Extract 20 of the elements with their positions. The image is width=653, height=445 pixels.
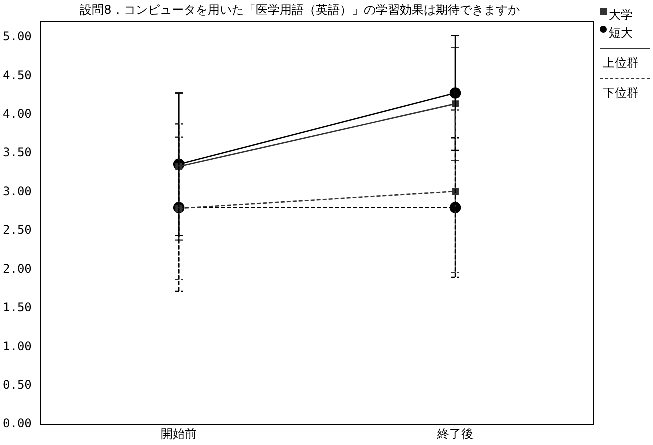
y-tick-label: 1.50 <box>2 300 32 315</box>
y-tick-label: 4.00 <box>2 107 32 122</box>
x-tick-label: 終了後 <box>436 426 474 441</box>
point <box>450 88 462 99</box>
y-tick-label: 5.00 <box>2 30 32 44</box>
point <box>450 202 462 214</box>
y-tick-label: 0.00 <box>2 416 32 431</box>
text: 下位群 <box>602 85 640 102</box>
chart-title: 設問8．コンピュータを用いた「医学用語（英語）」の学習効果は期待できますか <box>79 2 521 19</box>
text: 上位群 <box>602 55 640 72</box>
y-tick-label: 2.50 <box>2 223 32 238</box>
text: 大学 <box>609 6 633 24</box>
y-tick-label: 3.50 <box>2 146 32 160</box>
y-tick-label: 4.50 <box>2 68 32 82</box>
text: 短大 <box>609 24 633 42</box>
y-tick-label: 2.00 <box>2 262 32 276</box>
y-tick-label: 3.00 <box>2 184 32 198</box>
x-tick-label: 開始前 <box>161 426 198 441</box>
y-tick-label: 0.50 <box>2 378 32 392</box>
y-tick-label: 1.00 <box>2 339 32 354</box>
